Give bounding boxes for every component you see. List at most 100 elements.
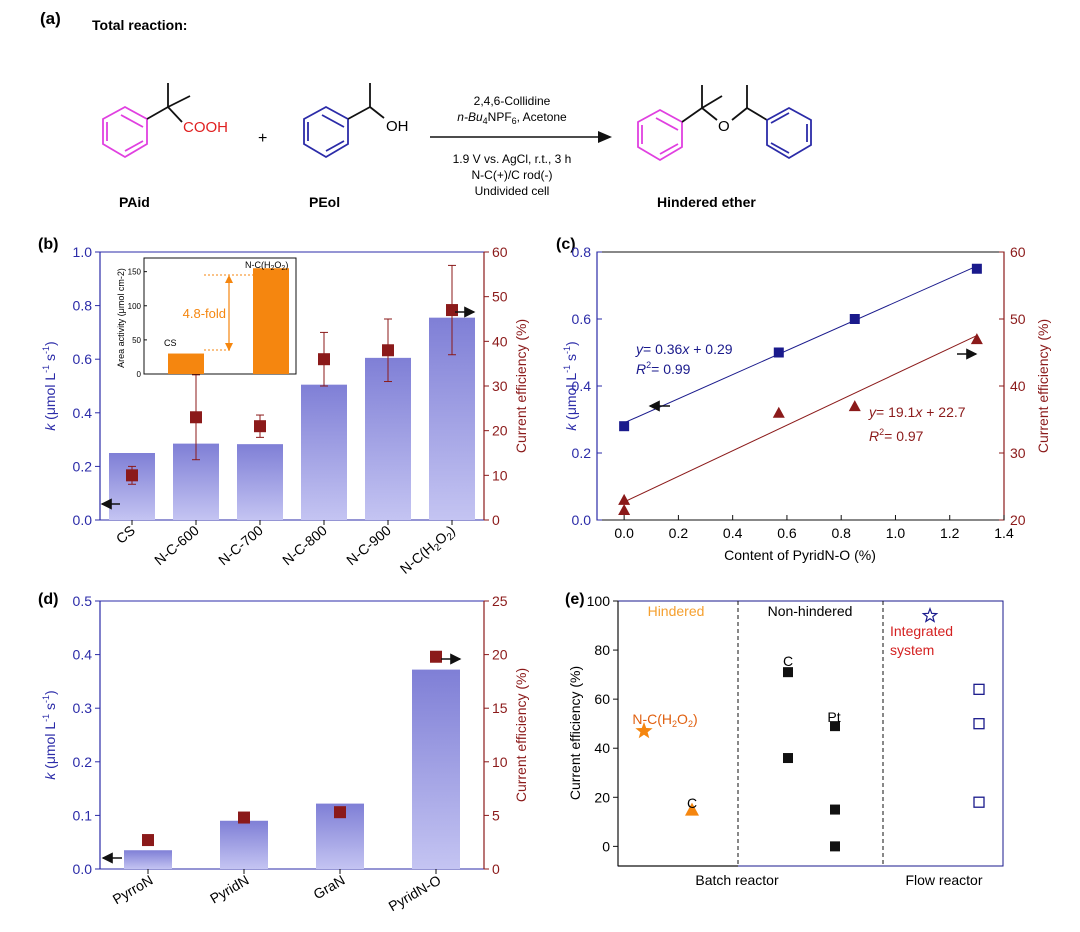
right-tick-label-1: 30	[1010, 445, 1026, 461]
left-tick-label-0: 0.0	[73, 512, 93, 528]
xlabel-flow: Flow reactor	[905, 872, 982, 888]
right-tick-label-3: 15	[492, 700, 508, 716]
efficiency-point-3	[430, 650, 442, 663]
right-tick-label-2: 40	[1010, 378, 1026, 394]
bar-2	[237, 444, 283, 520]
category-label-0: PyrroN	[110, 872, 156, 908]
panel-c-eq2: y= 19.1x + 22.7	[868, 404, 966, 420]
ether-left-ring	[637, 108, 683, 162]
label-system: system	[890, 642, 934, 658]
left-tick-label-0: 0.0	[73, 861, 93, 877]
bar-3	[412, 669, 460, 869]
category-label-1: PyridN	[207, 872, 251, 907]
scheme-heading: Total reaction:	[92, 17, 187, 33]
label-c-hindered: C	[687, 795, 697, 811]
panel-d-efficiency-points	[142, 650, 442, 847]
panel-label-a: (a)	[40, 9, 61, 28]
peol-chain	[347, 83, 385, 120]
panel-d-right-ticks: 0 5 10 15 20 25	[484, 593, 508, 877]
panel-c-right-ticks: 20 30 40 50 60	[999, 244, 1026, 528]
left-tick-label-0: 0.0	[572, 512, 592, 528]
point-2	[783, 667, 793, 678]
y-tick-label-5: 100	[587, 593, 611, 609]
x-tick-label-1: 0.2	[669, 525, 689, 541]
efficiency-point-4	[382, 344, 394, 357]
paid-chain	[146, 83, 191, 123]
efficiency-point-3	[848, 400, 861, 412]
k-point-3	[971, 263, 982, 274]
condition-electrodes: N-C(+)/C rod(-)	[472, 168, 553, 182]
inset-label-cs: CS	[164, 338, 177, 348]
panel-c-xlabel: Content of PyridN-O (%)	[724, 547, 876, 563]
bar-4	[365, 357, 411, 520]
x-tick-label-6: 1.2	[940, 525, 960, 541]
right-tick-label-5: 50	[492, 289, 508, 305]
right-tick-label-0: 0	[492, 512, 500, 528]
left-tick-label-1: 0.2	[572, 445, 592, 461]
point-5	[830, 804, 840, 815]
inset-tick-label-3: 150	[128, 268, 142, 277]
region-non-hindered: Non-hindered	[768, 603, 853, 619]
panel-c-r2: R2= 0.97	[869, 427, 924, 444]
left-tick-label-3: 0.6	[572, 311, 592, 327]
panel-c-fit-lines	[623, 265, 978, 503]
panel-b-ylabel-right: Current efficiency (%)	[513, 319, 529, 453]
label-pt: Pt	[827, 709, 840, 725]
panel-label-e: (e)	[565, 591, 585, 608]
panel-c-r1: R2= 0.99	[636, 360, 691, 377]
right-tick-label-0: 20	[1010, 512, 1026, 528]
right-tick-label-5: 25	[492, 593, 508, 609]
panel-b-right-ticks: 0 10 20 30 40 50 60	[484, 244, 508, 528]
panel-d-category-labels: PyrroN PyridN GraN PyridN-O	[110, 869, 444, 914]
panel-b-efficiency-points	[126, 304, 458, 482]
k-point-1	[773, 347, 784, 358]
point-9	[973, 718, 985, 730]
y-tick-label-3: 60	[594, 691, 610, 707]
fit-line-efficiency	[623, 335, 978, 503]
left-tick-label-5: 0.5	[73, 593, 93, 609]
category-label-3: PyridN-O	[386, 872, 444, 915]
efficiency-point-1	[190, 411, 202, 424]
left-tick-label-3: 0.3	[73, 700, 93, 716]
point-0	[635, 722, 653, 739]
left-tick-label-3: 0.6	[73, 351, 93, 367]
k-point-0	[619, 421, 630, 432]
cooh-label: COOH	[183, 119, 228, 136]
inset-bar-1	[253, 268, 289, 374]
inset-bar-0	[168, 353, 204, 374]
inset-label-nc: N-C(H2O2)	[245, 260, 288, 272]
panel-b-left-ticks: 0.0 0.2 0.4 0.6 0.8 1.0	[73, 244, 100, 528]
efficiency-point-2	[254, 420, 266, 433]
category-label-5: N-C(H2O2)	[397, 522, 460, 579]
panel-c-frame	[596, 251, 1005, 521]
inset-ticks: 0 50 100 150	[128, 268, 147, 379]
right-tick-label-4: 20	[492, 647, 508, 663]
panel-c-x-ticks: 0.0 0.2 0.4 0.6 0.8 1.0 1.2 1.4	[614, 515, 1014, 541]
panel-c-left-ticks: 0.0 0.2 0.4 0.6 0.8	[572, 244, 602, 528]
panel-e-ylabel: Current efficiency (%)	[567, 666, 583, 800]
bar-3	[301, 384, 347, 520]
panel-label-c: (c)	[556, 236, 576, 253]
panel-d-ylabel-left: k (μmol L-1 s-1)	[41, 690, 58, 779]
left-tick-label-5: 1.0	[73, 244, 93, 260]
panel-e-frame	[617, 600, 1004, 867]
condition-collidine: 2,4,6-Collidine	[474, 94, 551, 108]
left-tick-label-4: 0.8	[572, 244, 592, 260]
panel-b-category-labels: CS N-C-600 N-C-700 N-C-800 N-C-900 N-C(H2O2)	[113, 520, 460, 579]
x-tick-label-5: 1.0	[886, 525, 906, 541]
efficiency-point-0	[126, 469, 138, 482]
right-tick-label-3: 50	[1010, 311, 1026, 327]
ether-chain	[681, 85, 768, 123]
inset-fold-arrowhead-up	[225, 275, 233, 283]
efficiency-point-5	[446, 304, 458, 317]
bar-0	[124, 850, 172, 869]
condition-voltage: 1.9 V vs. AgCl, r.t., 3 h	[453, 152, 572, 166]
right-tick-label-3: 30	[492, 378, 508, 394]
point-8	[973, 683, 985, 695]
ether-oxygen: O	[718, 118, 730, 135]
left-tick-label-2: 0.4	[73, 405, 93, 421]
efficiency-point-1	[618, 503, 631, 515]
